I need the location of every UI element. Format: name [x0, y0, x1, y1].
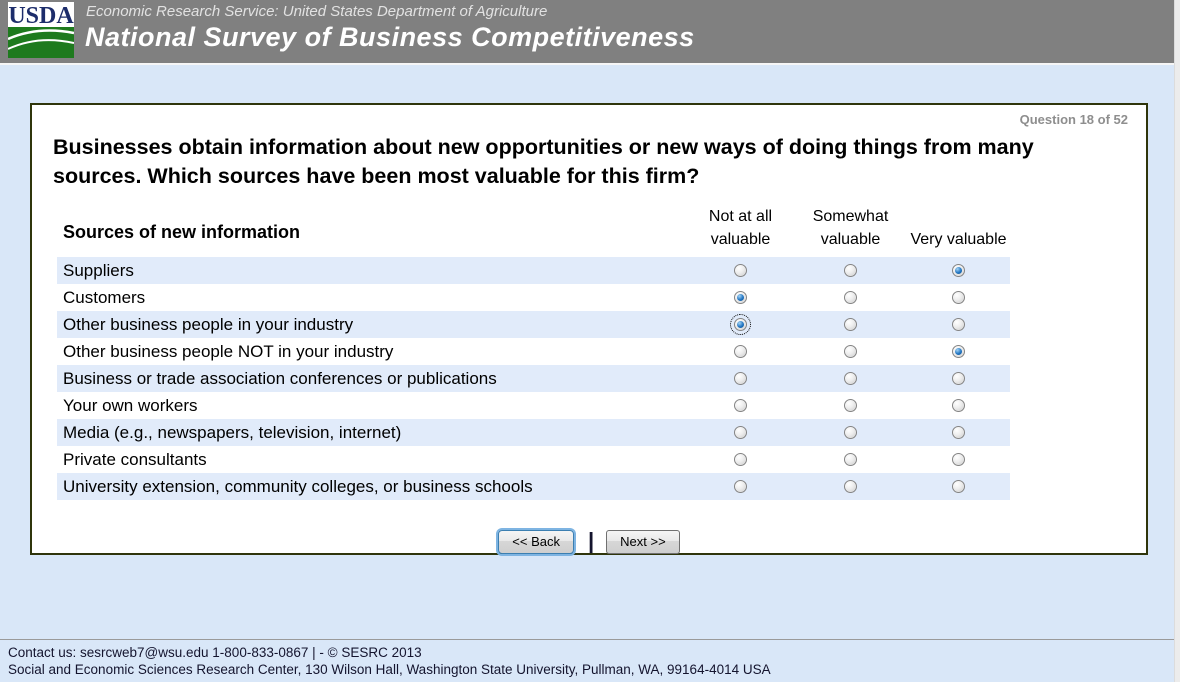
- radio-not-at-all-valuable[interactable]: [734, 372, 747, 385]
- table-row: University extension, community colleges…: [57, 473, 1010, 500]
- next-button[interactable]: Next >>: [606, 530, 680, 554]
- row-label: Media (e.g., newspapers, television, int…: [63, 422, 402, 442]
- radio-very-valuable[interactable]: [952, 426, 965, 439]
- radio-somewhat-valuable[interactable]: [844, 318, 857, 331]
- footer-contact-line: Contact us: sesrcweb7@wsu.edu 1-800-833-…: [8, 645, 422, 660]
- radio-not-at-all-valuable[interactable]: [734, 480, 747, 493]
- radio-very-valuable[interactable]: [952, 372, 965, 385]
- table-row: Suppliers: [57, 257, 1010, 284]
- radio-not-at-all-valuable[interactable]: [730, 314, 751, 335]
- question-progress: Question 18 of 52: [1019, 112, 1128, 127]
- row-label: Business or trade association conference…: [63, 368, 497, 388]
- table-row: Your own workers: [57, 392, 1010, 419]
- radio-somewhat-valuable[interactable]: [844, 345, 857, 358]
- radio-very-valuable[interactable]: [952, 399, 965, 412]
- button-separator: |: [588, 528, 595, 553]
- radio-somewhat-valuable[interactable]: [844, 426, 857, 439]
- radio-not-at-all-valuable[interactable]: [734, 291, 747, 304]
- row-label: Your own workers: [63, 395, 198, 415]
- row-label: Other business people in your industry: [63, 314, 354, 334]
- sources-table: Sources of new information Not at all va…: [57, 205, 1010, 500]
- app-header: USDA Economic Research Service: United S…: [0, 0, 1174, 65]
- table-row: Other business people NOT in your indust…: [57, 338, 1010, 365]
- radio-very-valuable[interactable]: [952, 318, 965, 331]
- column-header-not-at-all: Not at all valuable: [708, 208, 773, 248]
- radio-somewhat-valuable[interactable]: [844, 480, 857, 493]
- scrollbar-track[interactable]: [1174, 0, 1180, 682]
- radio-somewhat-valuable[interactable]: [844, 453, 857, 466]
- column-header-very: Very valuable: [910, 231, 1007, 248]
- survey-title: National Survey of Business Competitiven…: [85, 22, 695, 52]
- footer-address-line: Social and Economic Sciences Research Ce…: [8, 662, 771, 677]
- radio-very-valuable[interactable]: [952, 264, 965, 277]
- radio-very-valuable[interactable]: [952, 453, 965, 466]
- question-text: Businesses obtain information about new …: [53, 135, 1034, 188]
- row-label: Private consultants: [63, 449, 207, 469]
- table-row: Other business people in your industry: [57, 311, 1010, 338]
- table-row-header: Sources of new information: [63, 222, 301, 242]
- sources-table-header: Sources of new information Not at all va…: [57, 205, 1010, 257]
- column-header-somewhat: Somewhat valuable: [812, 208, 889, 248]
- table-row: Customers: [57, 284, 1010, 311]
- radio-somewhat-valuable[interactable]: [844, 399, 857, 412]
- agency-line: Economic Research Service: United States…: [86, 3, 548, 20]
- radio-not-at-all-valuable[interactable]: [734, 426, 747, 439]
- radio-somewhat-valuable[interactable]: [844, 291, 857, 304]
- table-row: Private consultants: [57, 446, 1010, 473]
- row-label: Suppliers: [63, 260, 134, 280]
- radio-not-at-all-valuable[interactable]: [734, 345, 747, 358]
- radio-not-at-all-valuable[interactable]: [734, 264, 747, 277]
- radio-not-at-all-valuable[interactable]: [734, 453, 747, 466]
- table-row: Business or trade association conference…: [57, 365, 1010, 392]
- radio-somewhat-valuable[interactable]: [844, 264, 857, 277]
- row-label: Customers: [63, 287, 146, 307]
- radio-somewhat-valuable[interactable]: [844, 372, 857, 385]
- question-panel: Question 18 of 52 Businesses obtain info…: [30, 103, 1148, 555]
- row-label: University extension, community colleges…: [63, 476, 533, 496]
- navigation-bar: << Back | Next >>: [32, 528, 1146, 556]
- radio-very-valuable[interactable]: [952, 480, 965, 493]
- back-button[interactable]: << Back: [498, 530, 574, 554]
- radio-very-valuable[interactable]: [952, 291, 965, 304]
- svg-text:USDA: USDA: [8, 3, 74, 29]
- row-label: Other business people NOT in your indust…: [63, 341, 394, 361]
- sources-table-body: Suppliers Customers Other business peopl…: [57, 257, 1010, 500]
- radio-not-at-all-valuable[interactable]: [734, 399, 747, 412]
- usda-logo-icon: USDA: [8, 2, 74, 58]
- page-footer: Contact us: sesrcweb7@wsu.edu 1-800-833-…: [0, 639, 1174, 682]
- radio-very-valuable[interactable]: [952, 345, 965, 358]
- table-row: Media (e.g., newspapers, television, int…: [57, 419, 1010, 446]
